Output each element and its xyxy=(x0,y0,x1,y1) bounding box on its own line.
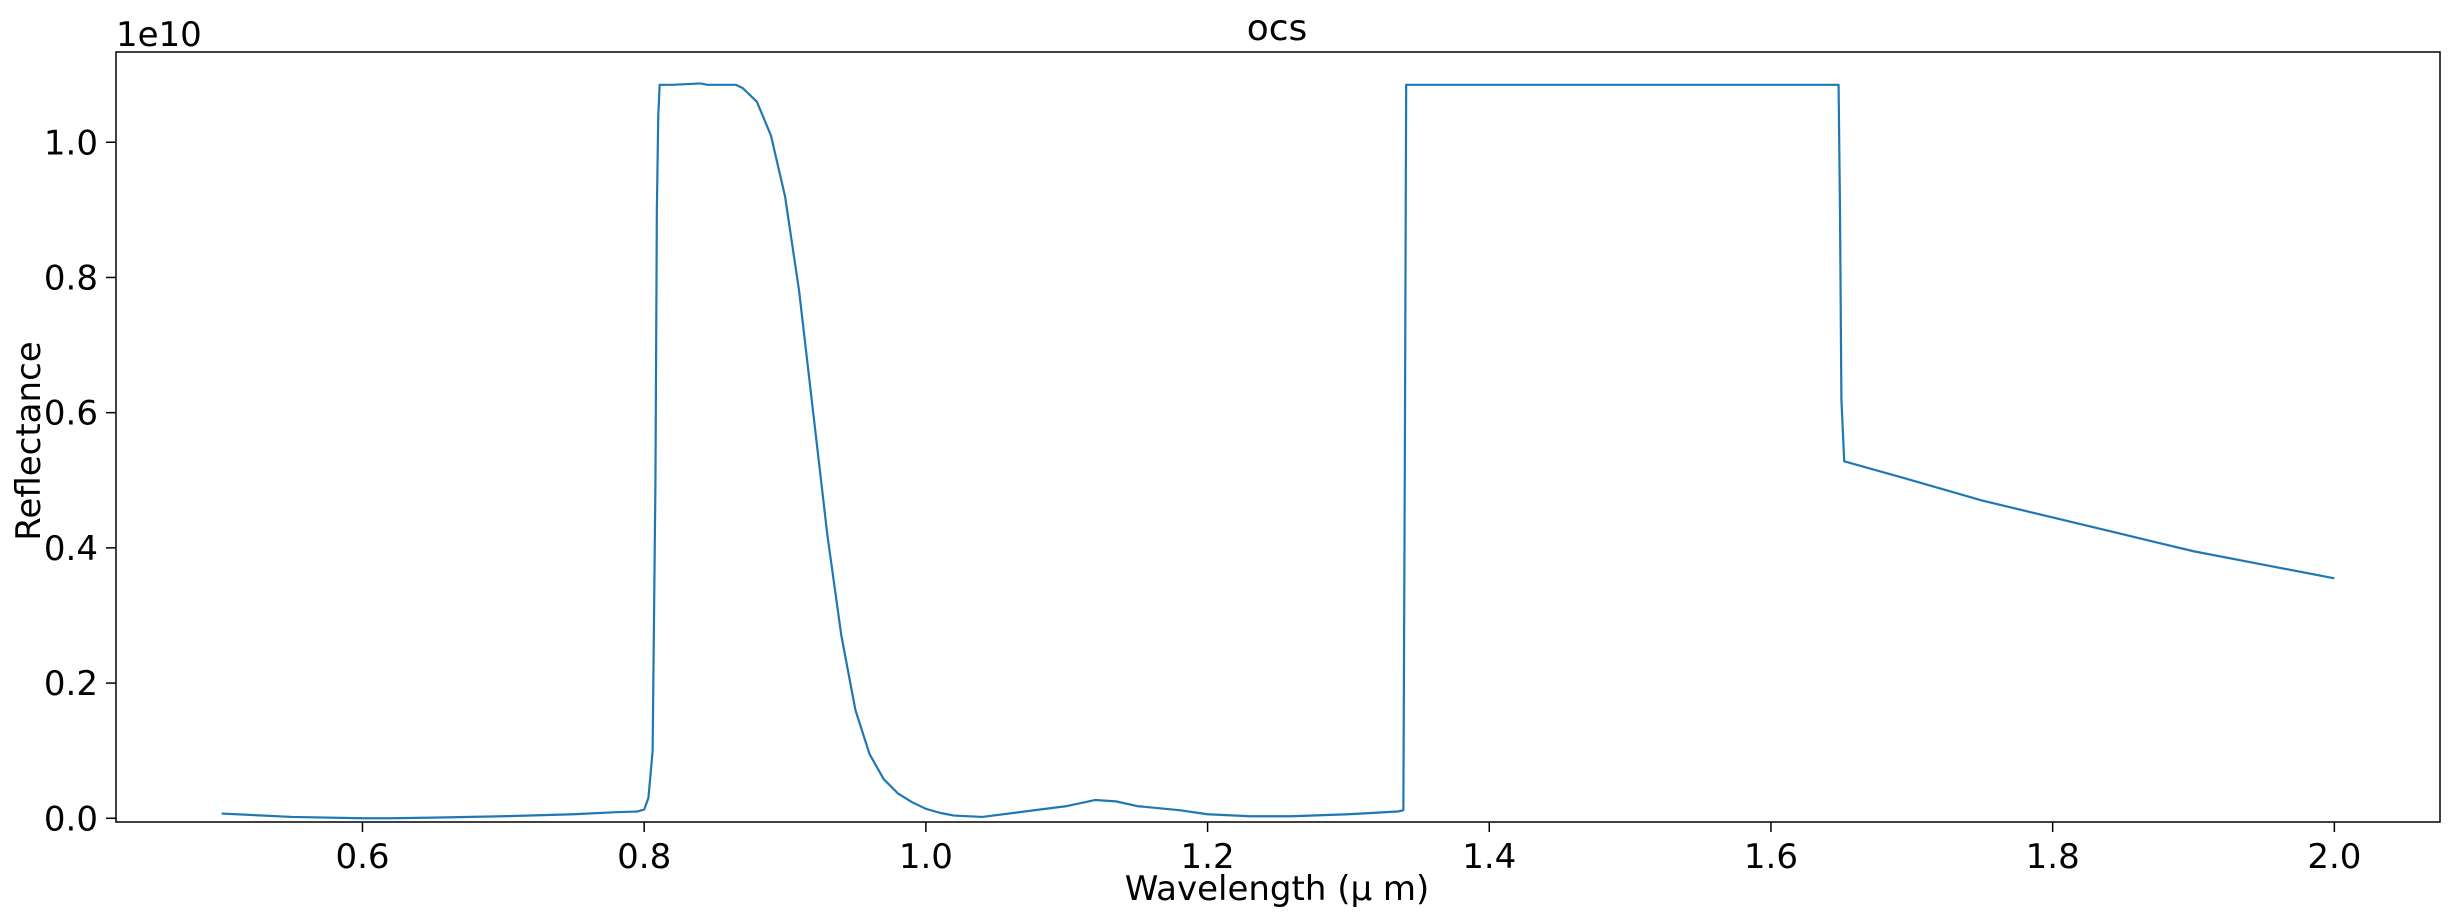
y-tick-label: 1.0 xyxy=(44,123,98,163)
series-line xyxy=(221,82,2335,820)
chart-title: ocs xyxy=(1247,8,1308,49)
x-tick-label: 0.8 xyxy=(617,837,671,877)
y-tick-label: 0.4 xyxy=(44,529,98,569)
x-tick-label: 1.0 xyxy=(899,837,953,877)
x-tick-label: 1.6 xyxy=(1744,837,1798,877)
plot-frame xyxy=(115,51,2441,823)
plot-area xyxy=(115,51,2441,823)
x-tick-label: 1.4 xyxy=(1462,837,1516,877)
y-axis-multiplier: 1e10 xyxy=(116,15,202,55)
y-tick-label: 0.0 xyxy=(44,799,98,839)
x-tick-label: 2.0 xyxy=(2307,837,2361,877)
x-axis-label: Wavelength (μ m) xyxy=(1125,869,1430,909)
y-tick-label: 0.2 xyxy=(44,664,98,704)
y-tick-label: 0.8 xyxy=(44,258,98,298)
x-tick-label: 0.6 xyxy=(335,837,389,877)
y-axis-label: Reflectance xyxy=(9,341,49,540)
y-tick-label: 0.6 xyxy=(44,394,98,434)
x-axis: 0.6 0.8 1.0 1.2 1.4 1.6 1.8 2.0 xyxy=(335,822,2361,877)
x-tick-label: 1.2 xyxy=(1181,837,1235,877)
x-tick-label: 1.8 xyxy=(2026,837,2080,877)
y-axis: 0.0 0.2 0.4 0.6 0.8 1.0 xyxy=(44,123,116,839)
